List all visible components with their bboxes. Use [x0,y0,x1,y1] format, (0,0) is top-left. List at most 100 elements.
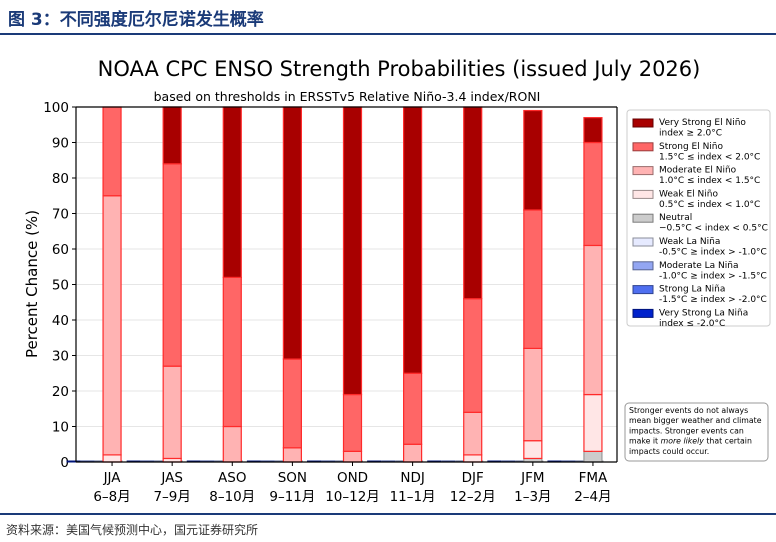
bar-group-jfm [487,109,544,463]
x-tick-sublabel: 1–3月 [514,489,551,505]
x-tick-label: OND [337,470,368,486]
y-tick-label: 20 [52,384,69,400]
legend-entry-range: -0.5°C ≥ index > -1.0°C [659,248,767,258]
annotation-frame [624,402,769,462]
legend-entry-label: Weak El Niño [659,189,718,199]
bar-segment [583,393,603,452]
y-tick-label: 60 [52,242,69,258]
x-tick-sublabel: 2–4月 [574,489,611,505]
legend-entry-range: 1.0°C ≤ index < 1.5°C [659,176,760,186]
legend-entry-label: Very Strong La Niña [659,308,748,318]
bar-segment [403,372,423,445]
bar-segment [282,358,302,449]
plot-area: 0 10 20 30 40 50 60 70 80 90 100 JJA 6–8月 JAS 7–9月 ASO 8… [43,100,618,505]
x-tick-sublabel: 12–2月 [450,489,496,505]
x-tick-label: JJA [103,470,122,486]
y-tick-label: 50 [52,278,69,294]
annotation-box: Stronger events do not always mean bigger… [624,402,769,462]
bar-segment [403,106,423,374]
legend-swatch [632,237,654,247]
bar-segment [342,106,363,396]
bar-segment [583,244,603,396]
y-tick-label: 0 [60,455,69,471]
x-tick-label: SON [278,470,307,486]
legend-swatch [632,142,654,152]
legend-entry-label: Very Strong El Niño [659,118,746,128]
legend-entry-range: -1.5°C ≥ index > -2.0°C [659,295,767,305]
legend-swatch [632,118,654,128]
x-tick-label: ASO [218,470,246,486]
bar-segment [463,454,483,463]
legend-swatch [632,213,654,223]
bar-segment [583,141,603,247]
bar-segment [102,106,122,197]
header-rule [0,33,776,35]
bar-segment [222,425,242,463]
bar-segment [162,106,182,165]
y-tick-label: 70 [52,207,69,223]
bar-group-fma [547,117,604,463]
x-tick-sublabel: 9–11月 [269,489,315,505]
legend-entry-label: Strong La Niña [659,285,725,295]
legend-swatch [632,189,654,199]
legend-swatch [632,166,654,176]
bar-segment [463,106,483,300]
bar-segment [102,195,122,456]
y-axis-label: Percent Chance (%) [23,210,41,358]
legend-entry-range: 1.5°C ≤ index < 2.0°C [659,152,760,162]
chart-subtitle: based on thresholds in ERSSTv5 Relative … [154,89,541,104]
x-tick-sublabel: 7–9月 [153,489,190,505]
x-tick-sublabel: 8–10月 [209,489,255,505]
bar-segment [523,109,543,211]
bar-segment [282,106,302,360]
chart-title: NOAA CPC ENSO Strength Probabilities (is… [98,57,701,81]
bar-segment [282,447,302,463]
legend-entry-range: 0.5°C ≤ index < 1.0°C [659,200,760,210]
x-tick-label: JAS [160,470,183,486]
y-tick-label: 90 [52,136,69,152]
y-tick-label: 30 [52,349,69,365]
bar-segment [523,440,543,460]
y-tick-label: 10 [52,420,69,436]
x-tick-sublabel: 10–12月 [325,489,380,505]
bar-segment [102,454,122,463]
bar-segment [583,117,603,144]
bar-segment [162,365,182,460]
legend-entry-range: index ≤ -2.0°C [659,319,725,329]
legend-entry-range: index ≥ 2.0°C [659,129,722,139]
legend-swatch [632,261,654,271]
legend-entry-label: Strong El Niño [659,142,724,152]
bar-segment [222,276,242,428]
x-tick-label: FMA [579,470,608,486]
x-tick-label: DJF [462,470,484,486]
legend-entry-label: Moderate El Niño [659,166,737,176]
legend-entry-range: -1.0°C ≥ index > -1.5°C [659,271,767,281]
x-tick-label: NDJ [400,470,424,486]
legend-entry-label: Neutral [659,213,692,223]
legend-swatch [632,285,654,295]
annotation-text: Stronger events do not always mean bigger… [629,406,762,456]
bar-segment [403,443,423,463]
bar-segment [523,209,543,349]
y-tick-label: 80 [52,171,69,187]
x-tick-sublabel: 11–1月 [390,489,436,505]
legend-entry-label: Moderate La Niña [659,261,739,271]
figure-caption: 图 3：不同强度厄尔尼诺发生概率 [8,10,264,30]
figure-source: 资料来源：美国气候预测中心，国元证券研究所 [6,523,259,537]
bar-segment [342,450,363,463]
legend-entry-label: Weak La Niña [659,237,720,247]
bar-segment [523,347,543,442]
footer-rule [0,513,776,515]
figure-header: 图 3：不同强度厄尔尼诺发生概率 [0,0,776,35]
bar-segment [463,298,483,413]
bar-segment [162,163,182,367]
y-tick-label: 100 [43,100,69,116]
bar-segment [583,450,603,463]
legend-frame [626,109,771,327]
legend-swatch [632,308,654,318]
bar-group-aso [186,106,243,463]
y-tick-label: 40 [52,313,69,329]
bar-segment [463,411,483,456]
x-tick-sublabel: 6–8月 [93,489,130,505]
